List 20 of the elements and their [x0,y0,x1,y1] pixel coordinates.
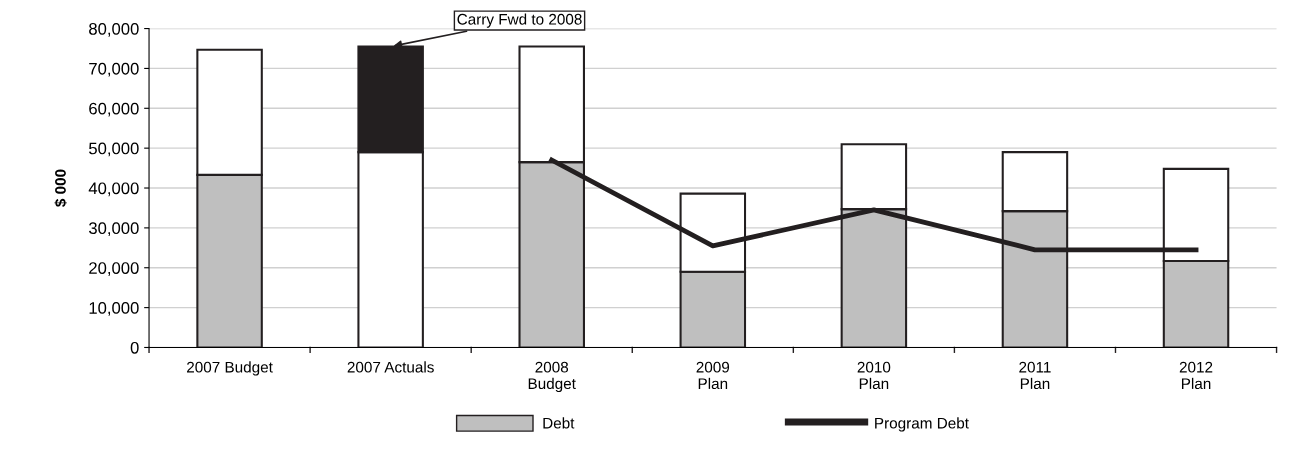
annotation: Carry Fwd to 2008 [457,13,582,28]
y-tick-label: 0 [130,341,139,354]
y-tick-label: 30,000 [88,222,139,237]
x-tick-label: 2010 Plan [857,361,891,390]
x-tick-label: 2007 Actuals [347,361,434,373]
legend-label: Debt [543,417,575,429]
y-tick-label: 20,000 [89,262,139,276]
y-tick-label: 70,000 [89,62,139,77]
y-axis-title: $ 000 [54,169,67,207]
y-tick-label: 80,000 [89,22,139,37]
x-tick-label: 2011 Plan [1019,361,1051,390]
legend-label: Program Debt [875,417,969,432]
x-tick-label: 2008 Budget [528,361,576,393]
y-tick-label: 60,000 [89,102,139,117]
x-tick-label: 2012 Plan [1179,361,1213,390]
x-tick-label: 2009 Plan [696,361,730,390]
y-tick-label: 40,000 [88,182,139,197]
x-tick-label: 2007 Budget [187,361,273,376]
y-tick-label: 10,000 [89,302,139,316]
y-tick-label: 50,000 [89,142,139,157]
